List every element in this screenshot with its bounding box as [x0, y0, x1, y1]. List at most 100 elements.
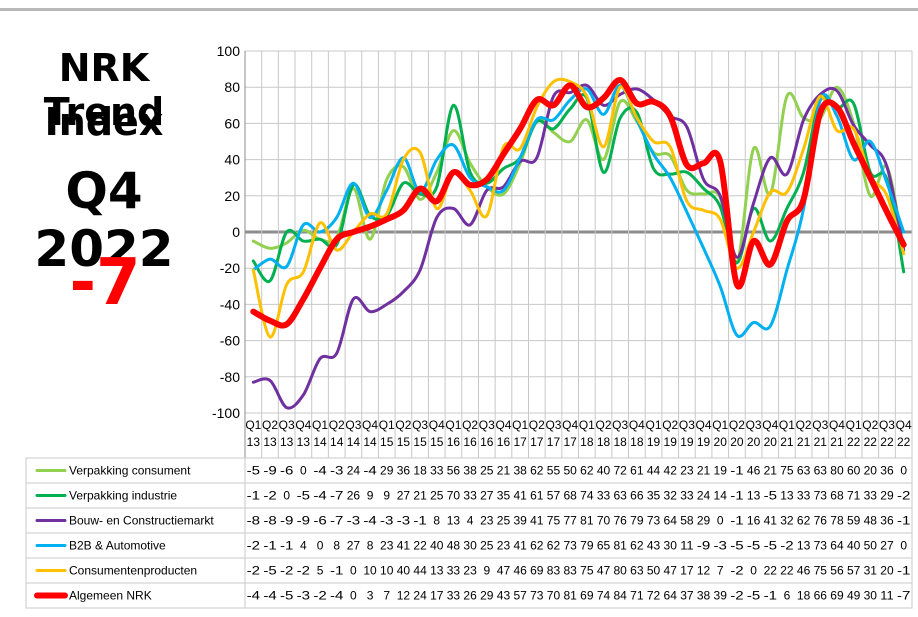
- x-tick-quarter: Q3: [412, 418, 428, 432]
- table-cell: -2: [313, 589, 327, 603]
- table-cell: 23: [680, 464, 694, 478]
- table-cell: 6: [784, 589, 791, 603]
- table-cell: 18: [797, 589, 811, 603]
- table-cell: 22: [780, 564, 794, 578]
- x-tick-year: 13: [297, 435, 311, 449]
- table-cell: 80: [830, 464, 844, 478]
- table-cell: 26: [347, 489, 361, 503]
- table-cell: 84: [613, 589, 627, 603]
- table-cell: 0: [717, 514, 724, 528]
- table-cell: 64: [830, 539, 844, 553]
- table-cell: 8: [433, 514, 440, 528]
- x-tick-quarter: Q4: [696, 418, 712, 432]
- data-table: Verpakking consument -5 -9 -6 0 -4 -3 24 -4 29 36 1…: [25, 457, 913, 609]
- table-cell: 75: [780, 464, 794, 478]
- table-cell: 72: [647, 589, 661, 603]
- table-cell: 0: [350, 589, 357, 603]
- table-cell: 32: [664, 489, 678, 503]
- x-tick-quarter: Q3: [879, 418, 895, 432]
- table-cell: 29: [380, 464, 394, 478]
- table-cell: 62: [630, 539, 644, 553]
- table-cell: 65: [597, 539, 611, 553]
- table-cell: -2: [247, 539, 261, 553]
- x-tick-year: 17: [547, 435, 561, 449]
- table-cell: 75: [547, 514, 561, 528]
- table-cell: 43: [497, 589, 511, 603]
- x-tick-quarter: Q4: [295, 418, 311, 432]
- table-cell: -1: [764, 589, 778, 603]
- table-cell: 10: [363, 564, 377, 578]
- table-cell: -1: [730, 514, 744, 528]
- table-cell: -4: [363, 514, 377, 528]
- table-cell: 10: [380, 564, 394, 578]
- x-axis-labels: Q113Q213Q313Q413Q114Q214Q314Q414Q115Q215…: [245, 418, 912, 449]
- table-cell: -1: [413, 514, 427, 528]
- table-cell: -2: [730, 589, 744, 603]
- table-cell: -9: [297, 514, 311, 528]
- table-cell: 48: [864, 514, 878, 528]
- x-tick-quarter: Q4: [562, 418, 578, 432]
- x-tick-quarter: Q2: [729, 418, 745, 432]
- table-cell: -3: [330, 464, 344, 478]
- table-cell: -8: [247, 514, 261, 528]
- x-tick-year: 21: [780, 435, 794, 449]
- x-tick-quarter: Q1: [579, 418, 595, 432]
- x-tick-year: 18: [630, 435, 644, 449]
- table-cell: 63: [814, 464, 828, 478]
- table-cell: -5: [764, 489, 778, 503]
- table-cell: 41: [513, 539, 527, 553]
- table-cell: 35: [647, 489, 661, 503]
- table-cell: -4: [247, 589, 261, 603]
- x-tick-year: 15: [380, 435, 394, 449]
- table-cell: -8: [263, 514, 277, 528]
- table-cell: -6: [313, 514, 327, 528]
- table-cell: 36: [880, 464, 894, 478]
- table-cell: 21: [413, 489, 427, 503]
- table-cell: 7: [383, 589, 390, 603]
- x-tick-year: 17: [530, 435, 544, 449]
- table-cell: 25: [430, 489, 444, 503]
- table-cell: 23: [480, 514, 494, 528]
- table-cell: 13: [447, 514, 461, 528]
- table-cell: -1: [730, 489, 744, 503]
- table-cell: -5: [247, 464, 261, 478]
- table-cell: 0: [283, 489, 290, 503]
- table-cell: 56: [447, 464, 461, 478]
- table-cell: 21: [497, 464, 511, 478]
- x-tick-quarter: Q4: [495, 418, 511, 432]
- y-axis: -100 -80 -60 -40 -20 0 20 40 60 80 100: [212, 43, 240, 421]
- table-cell: -4: [313, 464, 327, 478]
- table-cell: -4: [330, 589, 344, 603]
- x-tick-quarter: Q2: [596, 418, 612, 432]
- table-cell: 14: [714, 489, 728, 503]
- x-tick-year: 22: [897, 435, 911, 449]
- table-cell: 27: [480, 489, 494, 503]
- table-cell: -7: [330, 489, 344, 503]
- legend-entry-2: Verpakking industrie: [69, 489, 177, 503]
- table-cell: 44: [413, 564, 427, 578]
- table-cell: 33: [463, 489, 477, 503]
- table-cell: -2: [897, 489, 911, 503]
- table-cell: 40: [430, 539, 444, 553]
- table-cell: -9: [263, 464, 277, 478]
- table-cell: 62: [547, 539, 561, 553]
- table-cell: -5: [764, 539, 778, 553]
- table-cell: 41: [397, 539, 411, 553]
- table-cell: 64: [664, 514, 678, 528]
- table-cell: 80: [613, 564, 627, 578]
- x-tick-year: 15: [413, 435, 427, 449]
- table-cell: 0: [900, 464, 907, 478]
- table-cell: 62: [530, 464, 544, 478]
- x-tick-year: 15: [397, 435, 411, 449]
- table-cell: 70: [547, 589, 561, 603]
- table-cell: -3: [397, 514, 411, 528]
- table-cell: 13: [430, 564, 444, 578]
- table-cell: 58: [680, 514, 694, 528]
- table-cell: -1: [730, 464, 744, 478]
- x-tick-quarter: Q3: [479, 418, 495, 432]
- x-tick-year: 22: [880, 435, 894, 449]
- table-cell: 47: [664, 564, 678, 578]
- table-cell: 77: [563, 514, 577, 528]
- table-cell: 57: [513, 589, 527, 603]
- y-tick-label: -20: [220, 260, 240, 276]
